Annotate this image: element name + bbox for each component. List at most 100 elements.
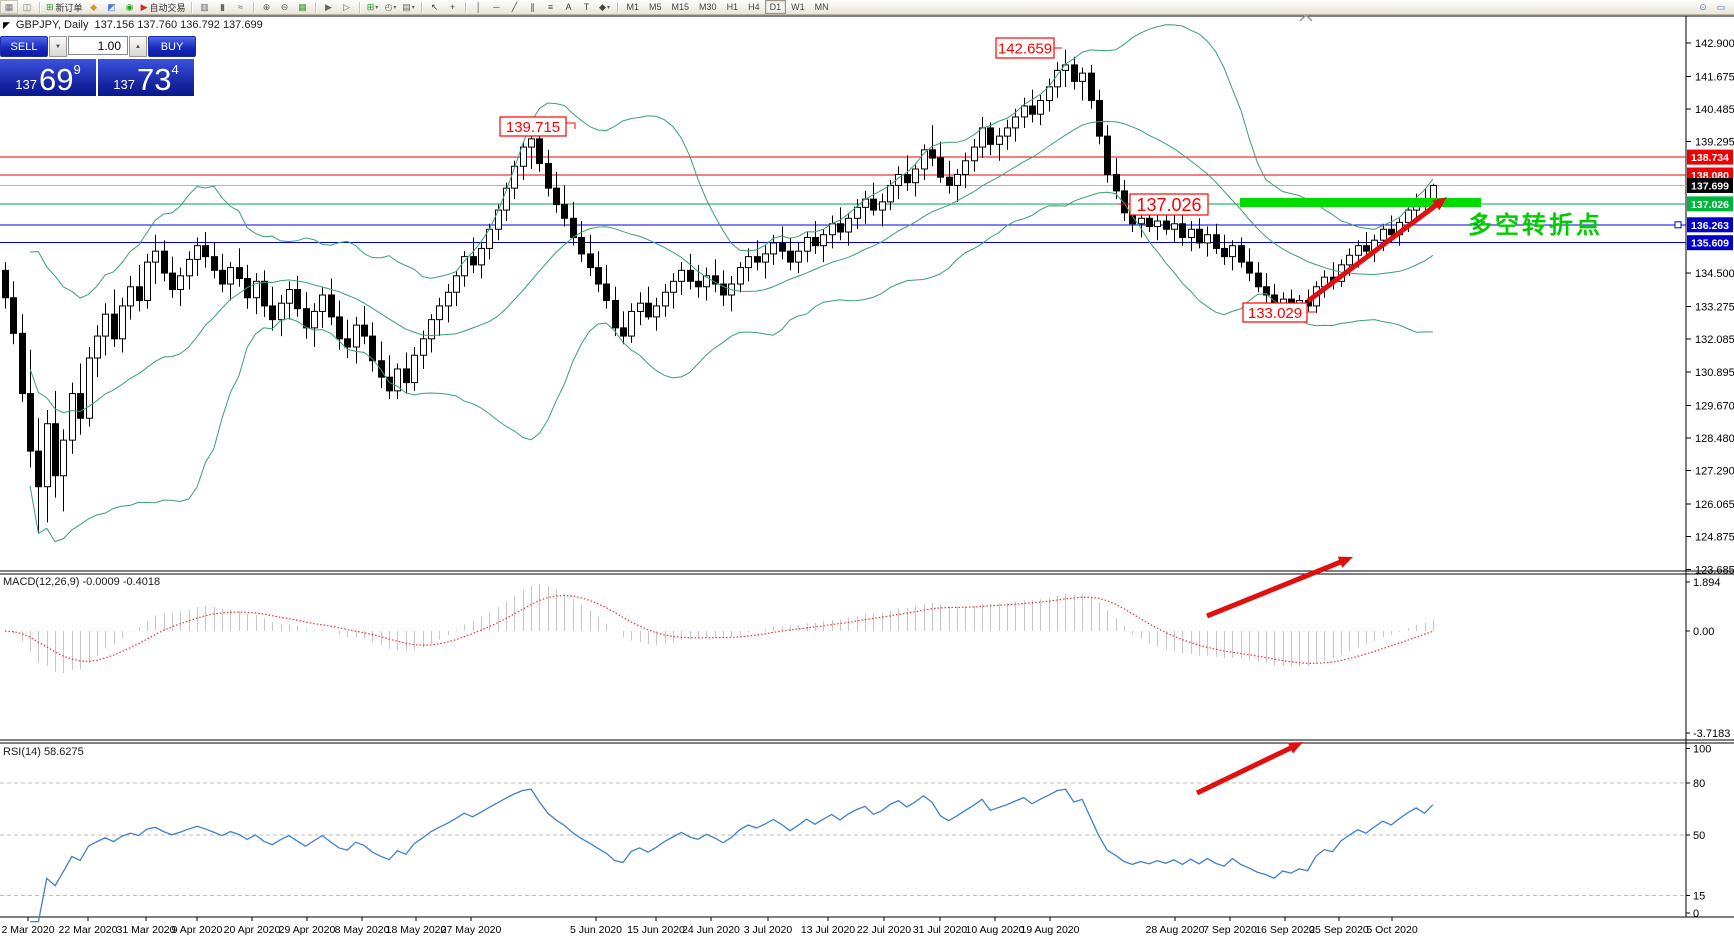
chat-icon[interactable]: ▭: [1716, 2, 1726, 12]
signals-icon[interactable]: ◉: [121, 0, 139, 14]
svg-text:123.685: 123.685: [1695, 564, 1734, 576]
tile-windows-icon[interactable]: ▦: [294, 0, 312, 14]
volume-input[interactable]: [68, 36, 128, 55]
trendline-icon: ╱: [511, 2, 518, 12]
svg-text:80: 80: [1693, 778, 1705, 790]
bar-chart-icon[interactable]: ▥: [196, 0, 214, 14]
price-trend-arrow[interactable]: [1306, 197, 1447, 304]
date-label: 13 Jul 2020: [801, 924, 855, 936]
svg-text:1.894: 1.894: [1693, 577, 1721, 589]
toolbar-separator: [314, 1, 317, 13]
autotrading-button-label: 自动交易: [149, 2, 186, 13]
history-icon[interactable]: ◆: [85, 0, 103, 14]
date-label: 19 Aug 2020: [1021, 924, 1080, 936]
support-zone-bar[interactable]: [1240, 198, 1481, 207]
annotation-142.659[interactable]: 142.659: [995, 37, 1062, 59]
text-label-icon[interactable]: T: [578, 0, 596, 14]
pane-borders: [0, 15, 1734, 918]
annotation-139.715[interactable]: 139.715: [499, 116, 576, 137]
timeframe-button-h1[interactable]: H1: [726, 2, 739, 12]
buy-button[interactable]: BUY: [148, 36, 196, 57]
equidistant-channel-icon: ∥: [530, 2, 535, 12]
annotation-133.029[interactable]: 133.029: [1242, 302, 1316, 323]
market-icon[interactable]: ◩: [103, 0, 121, 14]
text-icon[interactable]: A: [560, 0, 578, 14]
date-label: 7 Sep 2020: [1203, 924, 1257, 936]
new-order-button[interactable]: ⊞ 新订单: [44, 0, 85, 14]
search-icon[interactable]: ⊙: [1699, 2, 1707, 12]
zoom-out-icon: ⊖: [280, 2, 289, 12]
svg-text:136.263: 136.263: [1691, 220, 1729, 232]
line-handle[interactable]: [1674, 221, 1682, 229]
trendline-icon[interactable]: ╱: [506, 0, 524, 14]
chart-shift-icon: ▷: [343, 2, 350, 12]
timeframe-button-h4[interactable]: H4: [748, 2, 760, 12]
macd-trend-arrow[interactable]: [1206, 556, 1353, 619]
bar-chart-icon: ▥: [200, 2, 209, 12]
svg-text:137.699: 137.699: [1691, 180, 1729, 192]
fibonacci-icon[interactable]: ≡: [542, 0, 560, 14]
date-label: 31 Mar 2020: [117, 924, 176, 936]
history-icon: ◆: [90, 2, 98, 12]
timeframe-button-d1[interactable]: D1: [764, 0, 787, 14]
caret-up-icon: ▲: [135, 43, 141, 50]
arrows-icon[interactable]: ◆ ▾: [596, 0, 614, 14]
sell-button[interactable]: SELL: [0, 36, 48, 57]
timeframe-button-m5[interactable]: M5: [649, 2, 662, 12]
svg-text:139.295: 139.295: [1695, 137, 1734, 149]
zoom-in-icon[interactable]: ⊕: [258, 0, 276, 14]
sell-price-display[interactable]: 137 69 9: [0, 59, 96, 96]
buy-price-display[interactable]: 137 73 4: [98, 59, 194, 96]
annotation-137.026[interactable]: 137.026: [1118, 193, 1209, 216]
autotrading-button: ▶: [140, 2, 148, 12]
macd-histogram: [13, 584, 1434, 674]
caret-down-icon: ▾: [606, 4, 610, 11]
timeframe-button-m1[interactable]: M1: [626, 2, 640, 12]
svg-text:137.026: 137.026: [1691, 199, 1729, 211]
line-chart-icon[interactable]: ≈: [232, 0, 250, 14]
date-label: 28 Aug 2020: [1146, 924, 1205, 936]
bollinger-bands: [29, 24, 1434, 543]
svg-text:138.734: 138.734: [1691, 152, 1729, 164]
arrows-icon: ◆: [599, 2, 606, 12]
volume-increase-button[interactable]: ▲: [129, 36, 147, 57]
vertical-line-icon: │: [475, 2, 482, 12]
period-icon[interactable]: ◴ ▾: [382, 0, 400, 14]
zoom-out-icon[interactable]: ⊖: [276, 0, 294, 14]
price-tag-137.026: 137.026: [1687, 196, 1733, 212]
chart-shift-icon[interactable]: ▷: [338, 0, 356, 14]
rsi-trend-arrow[interactable]: [1195, 742, 1303, 796]
chart-title: ◤ GBPJPY, Daily 137.156 137.760 136.792 …: [3, 19, 263, 31]
toolbar-separator: [420, 1, 423, 13]
timeframe-button-w1[interactable]: W1: [791, 2, 805, 12]
date-label: 3 Jul 2020: [744, 924, 793, 936]
new-order-button: ⊞: [46, 2, 54, 12]
cursor-icon[interactable]: ↖: [426, 0, 444, 14]
autotrading-button[interactable]: ▶ 自动交易: [139, 0, 188, 14]
timeframe-button-mn[interactable]: MN: [814, 2, 829, 12]
date-label: 29 Apr 2020: [279, 924, 336, 936]
buy-price-main: 137: [113, 77, 135, 92]
vertical-line-icon[interactable]: │: [470, 0, 488, 14]
timeframe-button-m30[interactable]: M30: [699, 2, 717, 12]
volume-decrease-button[interactable]: ▼: [49, 36, 67, 57]
svg-text:126.065: 126.065: [1695, 499, 1734, 511]
caret-down-icon: ▾: [375, 4, 379, 11]
chart-symbol-label: GBPJPY, Daily: [15, 19, 89, 31]
horizontal-line-icon: ─: [493, 2, 500, 12]
candlestick-chart-icon[interactable]: ▮: [214, 0, 232, 14]
crosshair-icon: +: [449, 2, 456, 12]
equidistant-channel-icon[interactable]: ∥: [524, 0, 542, 14]
turning-point-note[interactable]: 多空转折点: [1468, 211, 1603, 239]
crosshair-icon[interactable]: +: [444, 0, 462, 14]
fibonacci-icon: ≡: [547, 2, 554, 12]
one-click-trading-panel: SELL ▼ ▲ BUY 137 69 9 137 73 4: [0, 36, 198, 96]
chart-window-icon[interactable]: ▦: [0, 0, 18, 14]
zoom-window-icon[interactable]: ◫: [18, 0, 36, 14]
horizontal-line-icon[interactable]: ─: [488, 0, 506, 14]
timeframe-button-m15[interactable]: M15: [671, 2, 690, 12]
auto-scroll-icon[interactable]: ▶: [320, 0, 338, 14]
indicators-add-icon[interactable]: ⊞ ▾: [364, 0, 382, 14]
templates-icon[interactable]: ▤ ▾: [400, 0, 418, 14]
